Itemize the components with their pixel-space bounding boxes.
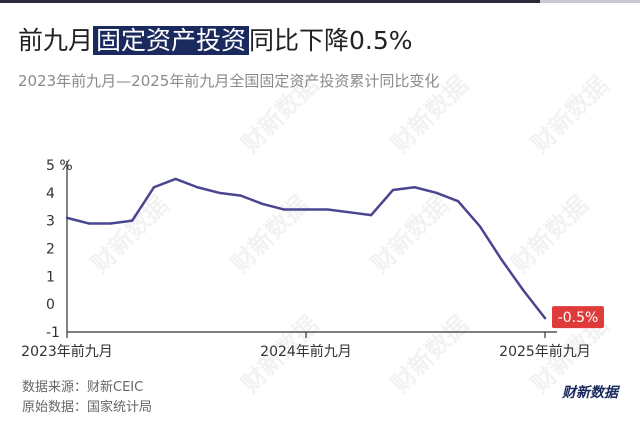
data-point — [87, 222, 90, 225]
x-tick-label: 2025年前九月 — [499, 343, 591, 360]
data-point — [174, 177, 177, 181]
data-point — [304, 208, 308, 211]
data-point — [65, 216, 69, 220]
data-point — [456, 199, 460, 203]
data-point — [478, 225, 482, 228]
data-point — [369, 213, 373, 217]
footer-source: 数据来源：财新CEIC — [22, 380, 144, 395]
chart-subtitle: 2023年前九月—2025年前九月全国固定资产投资累计同比变化 — [18, 72, 440, 90]
x-tick-label: 2023年前九月 — [21, 343, 113, 360]
chart-title: 前九月 固定资产投资 同比下降0.5% — [18, 24, 413, 58]
top-rule-dark — [0, 0, 540, 3]
data-point — [283, 208, 286, 211]
series-line — [65, 177, 547, 320]
data-point — [348, 211, 351, 214]
top-rule-light — [540, 0, 640, 3]
data-point — [130, 219, 134, 222]
footer-raw-data: 原始数据：国家统计局 — [22, 400, 153, 415]
y-tick-label: -1 — [46, 325, 60, 341]
title-part-2: 同比下降0.5% — [249, 26, 413, 55]
data-point — [217, 191, 221, 195]
callout-label: -0.5% — [558, 310, 599, 326]
data-point — [391, 188, 395, 192]
data-point — [326, 208, 329, 211]
y-tick-label: 1 — [46, 269, 55, 285]
y-tick-label: 0 — [46, 297, 55, 313]
data-point — [543, 316, 547, 320]
y-tick-label: 3 — [46, 214, 55, 230]
y-tick-label: 5 % — [46, 158, 73, 174]
title-part-1: 前九月 — [18, 26, 94, 55]
data-point — [500, 258, 503, 261]
data-point — [239, 194, 243, 197]
title-highlight: 固定资产投资 — [93, 26, 250, 55]
y-tick-label: 4 — [46, 186, 55, 202]
data-point — [261, 202, 264, 206]
data-point — [109, 222, 112, 225]
brand-logo: 财新数据 — [562, 385, 618, 401]
y-tick-label: 2 — [46, 242, 55, 258]
x-tick-label: 2024年前九月 — [260, 343, 352, 360]
data-point — [413, 186, 416, 189]
data-point — [196, 186, 199, 189]
data-point — [435, 191, 438, 195]
top-rule — [0, 0, 640, 3]
data-point — [152, 186, 156, 189]
callout-box — [552, 306, 604, 329]
data-point — [522, 289, 525, 292]
